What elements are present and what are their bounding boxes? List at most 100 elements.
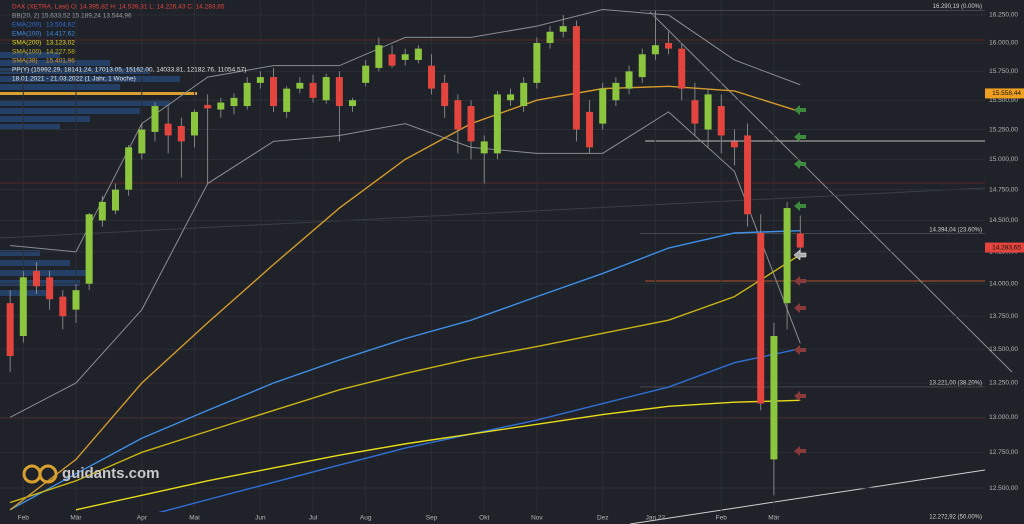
logo: guidants.com — [22, 464, 160, 484]
indicator-line — [75, 399, 801, 511]
candle-body — [638, 54, 646, 78]
price-badge — [985, 88, 1024, 99]
candle-body — [546, 31, 554, 43]
candle-body — [204, 104, 212, 109]
candle-body — [243, 82, 251, 107]
candle-body — [283, 88, 291, 112]
logo-text: guidants.com — [62, 465, 160, 482]
x-tick-label: Mär — [70, 515, 82, 522]
y-tick-label: 12.750,00 — [989, 449, 1018, 456]
legend-name: EMA(200) — [12, 22, 41, 29]
trend-line — [629, 469, 986, 524]
candle-body — [730, 141, 738, 148]
candle-body — [388, 54, 396, 66]
fib-label: 14.394,04 (23.60%) — [929, 227, 982, 233]
y-tick-label: 15.000,00 — [989, 156, 1018, 163]
indicator-line — [10, 8, 801, 253]
poc-line — [0, 92, 197, 95]
y-tick-label: 15.750,00 — [989, 68, 1018, 75]
candle-body — [441, 82, 449, 107]
y-tick-label: 12.500,00 — [989, 485, 1018, 492]
candle-body — [651, 45, 659, 55]
header: DAX (XETRA, Last) O: 14.395,82 H: 14.539… — [12, 4, 225, 11]
candle-body — [177, 125, 185, 142]
y-tick-label: 13.000,00 — [989, 414, 1018, 421]
candle-body — [217, 102, 225, 110]
legend-entry: BB(20, 2) 15.633,52 15.189,24 13.544,96 — [12, 13, 132, 20]
y-tick-label: 13.750,00 — [989, 313, 1018, 320]
candle-body — [559, 26, 567, 32]
y-tick-label: 13.500,00 — [989, 346, 1018, 353]
x-tick-label: Feb — [18, 515, 30, 522]
candle-body — [533, 42, 541, 83]
x-tick-label: Mai — [189, 515, 199, 522]
candle-body — [401, 54, 409, 60]
fib-label: 12.272,92 (50.00%) — [929, 515, 982, 521]
x-tick-label: Jul — [309, 515, 318, 522]
fib-label: 16.290,19 (0.00%) — [933, 4, 982, 10]
candle-body — [480, 141, 488, 154]
candle-body — [230, 97, 238, 107]
candle-body — [717, 106, 725, 136]
candle-body — [691, 100, 699, 124]
candle-body — [678, 48, 686, 89]
candle-body — [665, 42, 673, 49]
candle-body — [520, 82, 528, 107]
candle-body — [349, 100, 357, 107]
candle-body — [757, 232, 765, 404]
legend-value: 14.227,58 — [46, 49, 75, 56]
x-tick-label: Jun — [255, 515, 266, 522]
candle-body — [493, 94, 501, 154]
candle-body — [625, 71, 633, 89]
candle-body — [375, 45, 383, 68]
fib-label: 13.221,00 (38.20%) — [929, 381, 982, 387]
candle-body — [572, 26, 580, 130]
pivot: PP(Y) (15992.29, 18141.24, 17013.05, 151… — [12, 67, 246, 74]
legend-value: 13.123,02 — [46, 40, 75, 47]
legend-name: SMA(100) — [12, 49, 41, 56]
candle-body — [428, 65, 436, 89]
candle-body — [335, 77, 343, 107]
x-tick-label: Nov — [531, 515, 543, 522]
candle-body — [270, 77, 278, 107]
candle-body — [256, 77, 264, 83]
plot — [0, 0, 985, 512]
candle-body — [164, 123, 172, 136]
legend-name: EMA(100) — [12, 31, 41, 38]
y-tick-label: 16.000,00 — [989, 40, 1018, 47]
candle-body — [190, 111, 198, 136]
candle-body — [744, 135, 752, 215]
x-tick-label: Sep — [426, 515, 438, 522]
indicator-line — [9, 230, 801, 511]
candle-body — [111, 189, 119, 211]
y-tick-label: 15.250,00 — [989, 126, 1018, 133]
candle-body — [796, 233, 804, 248]
candle-body — [362, 65, 370, 83]
price-badge — [985, 242, 1024, 253]
y-tick-label: 16.250,00 — [989, 12, 1018, 19]
x-tick-label: Aug — [360, 515, 372, 522]
candle-body — [770, 335, 778, 460]
candle-body — [6, 303, 14, 356]
candle-body — [586, 111, 594, 148]
candle-body — [704, 94, 712, 130]
x-tick-label: Dez — [597, 515, 609, 522]
candle-body — [59, 296, 67, 317]
trend-line — [649, 11, 1013, 373]
legend-name: SMA(200) — [12, 40, 41, 47]
legend-name: SMA(38) — [12, 58, 38, 65]
indicator-line — [9, 85, 801, 511]
candle-body — [151, 106, 159, 132]
legend-value: 15.401,96 — [46, 58, 75, 65]
legend-value: 13.504,62 — [46, 22, 75, 29]
candle-body — [783, 208, 791, 304]
arrows — [793, 105, 807, 456]
candle-body — [467, 106, 475, 142]
y-tick-label: 14.000,00 — [989, 280, 1018, 287]
candle-body — [72, 290, 80, 310]
y-tick-label: 13.250,00 — [989, 380, 1018, 387]
x-tick-label: Okt — [479, 515, 489, 522]
